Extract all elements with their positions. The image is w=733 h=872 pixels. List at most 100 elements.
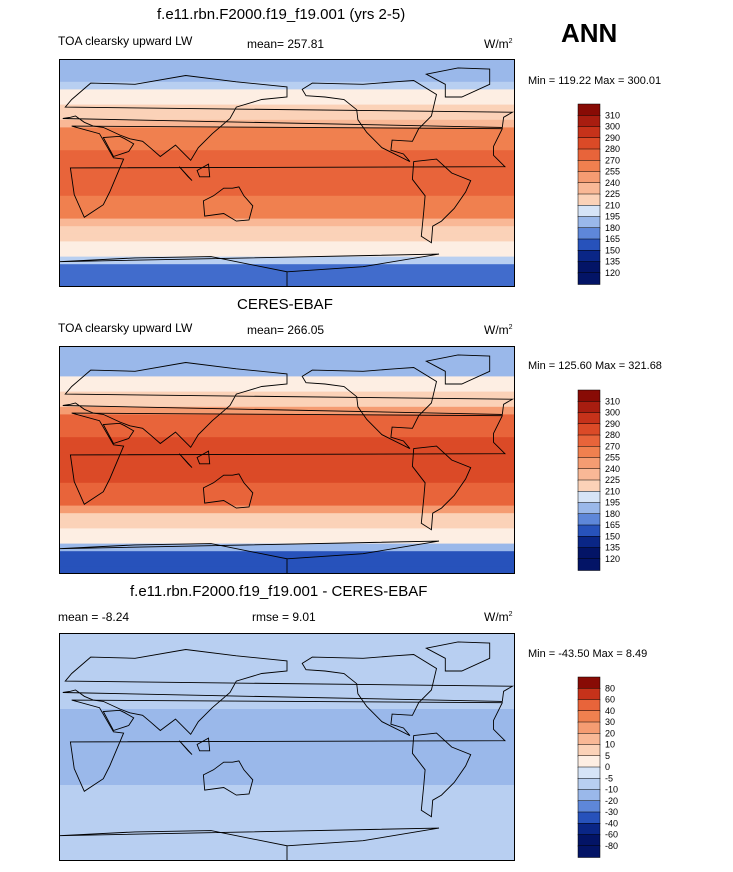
colorbar-box (577, 103, 601, 116)
map-band (59, 119, 515, 128)
colorbar-box (577, 423, 601, 436)
colorbar-tick-label: 165 (605, 520, 620, 530)
map-band (59, 520, 515, 529)
map-band (59, 731, 515, 740)
colorbar-box (577, 524, 601, 537)
colorbar-box (577, 778, 601, 791)
coastline (411, 158, 472, 244)
map-frame (59, 633, 515, 861)
panel1-units: W/m2 (484, 37, 513, 51)
colorbar-tick-label: 30 (605, 717, 615, 727)
colorbar-box (577, 491, 601, 504)
colorbar-box (577, 250, 601, 263)
panel2-units: W/m2 (484, 323, 513, 337)
colorbar-tick-label: -40 (605, 818, 618, 828)
map-band (59, 391, 515, 400)
panel1-variable: TOA clearsky upward LW (58, 34, 193, 48)
map-band (59, 452, 515, 461)
colorbar-box (577, 434, 601, 447)
colorbar-box (577, 558, 601, 571)
map-band (59, 127, 515, 136)
colorbar-box (577, 811, 601, 824)
colorbar-box (577, 710, 601, 723)
colorbar-tick-label: 120 (605, 554, 620, 564)
map-band (59, 74, 515, 83)
colorbar-box (577, 513, 601, 526)
colorbar-tick-label: 240 (605, 464, 620, 474)
colorbar-box (577, 389, 601, 402)
map-band (59, 104, 515, 113)
panel1-mean: mean= 257.81 (247, 37, 325, 51)
map-band (59, 353, 515, 362)
colorbar-box (577, 401, 601, 414)
colorbar-tick-label: 310 (605, 396, 620, 406)
colorbar-box (577, 699, 601, 712)
map-band (59, 678, 515, 687)
colorbar-box (577, 160, 601, 173)
colorbar-tick-label: 120 (605, 268, 620, 278)
map-band (59, 505, 515, 514)
colorbar-box (577, 733, 601, 746)
coastline (202, 473, 254, 509)
map-band (59, 543, 515, 552)
coastline (424, 67, 491, 98)
colorbar-box (577, 755, 601, 768)
map-band (59, 838, 515, 847)
map-band (59, 97, 515, 106)
coastline (102, 709, 135, 732)
panel2-title: CERES-EBAF (237, 296, 333, 313)
colorbar-box (577, 137, 601, 150)
coastline (69, 412, 506, 505)
coastline (301, 80, 438, 163)
coastline (202, 186, 254, 222)
map-band (59, 701, 515, 710)
colorbar-box (577, 182, 601, 195)
colorbar-tick-label: 280 (605, 144, 620, 154)
map-band (59, 135, 515, 144)
coastline (196, 450, 211, 465)
colorbar-tick-label: 135 (605, 543, 620, 553)
panel3-map (59, 633, 515, 861)
coastline (102, 135, 135, 158)
map-band (59, 173, 515, 182)
colorbar-tick-label: 20 (605, 728, 615, 738)
colorbar-tick-label: -30 (605, 807, 618, 817)
map-band (59, 490, 515, 499)
coastline (178, 740, 193, 755)
colorbar-tick-label: 180 (605, 509, 620, 519)
map-band (59, 112, 515, 121)
coastline (196, 163, 211, 178)
colorbar-tick-label: -20 (605, 796, 618, 806)
map-band (59, 81, 515, 90)
colorbar-box (577, 834, 601, 847)
colorbar-box (577, 676, 601, 689)
colorbar-box (577, 688, 601, 701)
colorbar-tick-label: 290 (605, 133, 620, 143)
coastline (301, 654, 438, 737)
map-band (59, 406, 515, 415)
map-band (59, 739, 515, 748)
map-band (59, 249, 515, 258)
map-band (59, 777, 515, 786)
colorbar-tick-label: -80 (605, 841, 618, 851)
coastline (424, 354, 491, 385)
colorbar-box (577, 272, 601, 285)
colorbar-tick-label: 195 (605, 212, 620, 222)
map-band (59, 724, 515, 733)
map-band (59, 429, 515, 438)
coastline (62, 649, 515, 736)
colorbar-tick-label: -5 (605, 773, 613, 783)
map-band (59, 769, 515, 778)
panel3-rmse: rmse = 9.01 (252, 610, 316, 624)
coastline (59, 827, 440, 861)
colorbar-box (577, 800, 601, 813)
coastline (301, 367, 438, 450)
colorbar-tick-label: 290 (605, 419, 620, 429)
colorbar-box (577, 457, 601, 470)
map-band (59, 686, 515, 695)
map-band (59, 188, 515, 197)
map-band (59, 368, 515, 377)
colorbar-tick-label: 180 (605, 223, 620, 233)
map-band (59, 633, 515, 642)
